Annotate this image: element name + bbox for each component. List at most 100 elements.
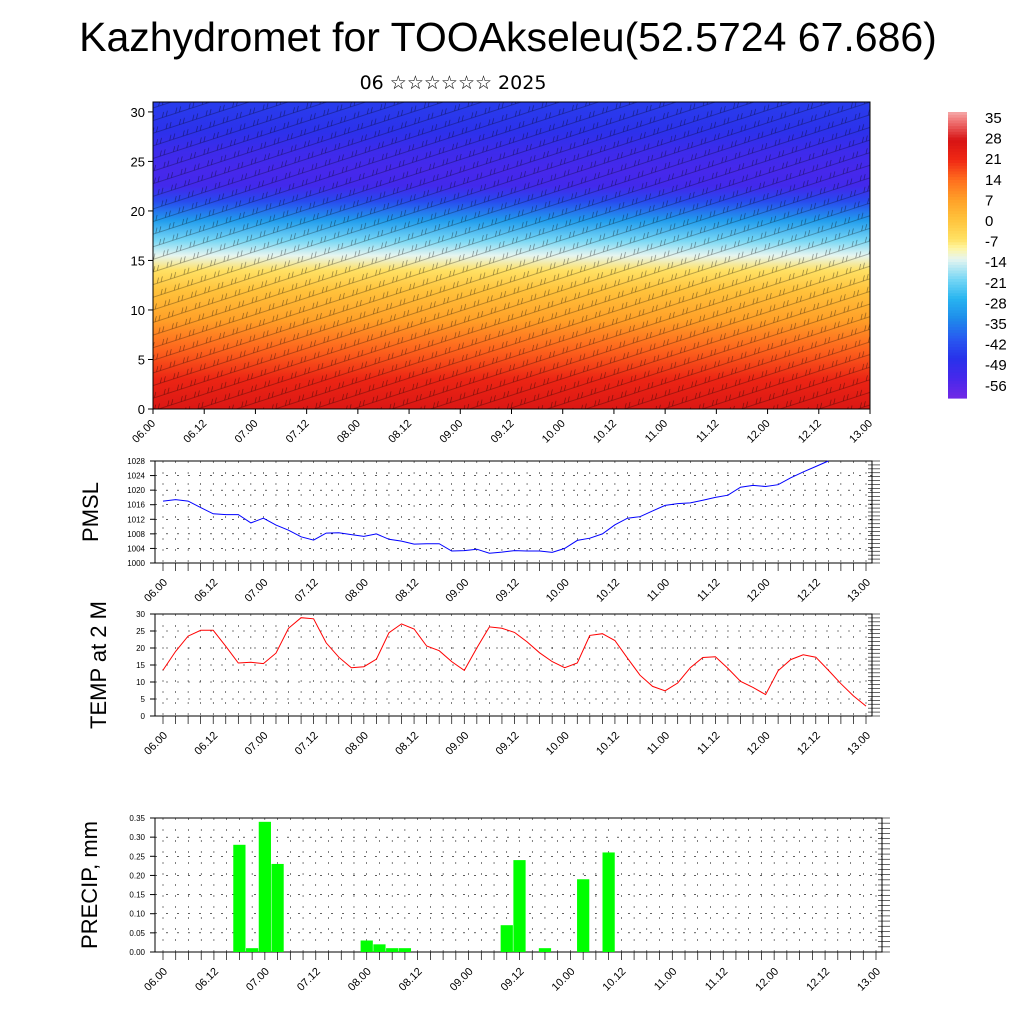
y-tick-label: 30 bbox=[131, 105, 145, 120]
colorbar-band bbox=[948, 284, 967, 289]
x-tick-label: 10.12 bbox=[591, 418, 619, 446]
colorbar-band bbox=[948, 205, 967, 209]
x-tick-label: 08.00 bbox=[343, 730, 371, 758]
colorbar-label: -28 bbox=[985, 295, 1007, 312]
x-tick-label: 09.00 bbox=[448, 966, 476, 994]
colorbar-band bbox=[948, 389, 967, 393]
colorbar-band bbox=[948, 194, 967, 198]
colorbar-band bbox=[948, 335, 967, 340]
x-tick-label: 06.00 bbox=[142, 577, 170, 605]
colorbar-band bbox=[948, 355, 967, 359]
x-tick-label: 06.00 bbox=[142, 730, 170, 758]
colorbar-band bbox=[948, 131, 967, 136]
panel-frame bbox=[154, 460, 873, 564]
colorbar-label: -49 bbox=[985, 357, 1007, 374]
colorbar-band bbox=[948, 171, 967, 175]
colorbar-band bbox=[948, 392, 967, 396]
x-tick-label: 07.00 bbox=[233, 418, 261, 446]
x-tick-label: 10.00 bbox=[550, 966, 578, 994]
y-tick-label: 1004 bbox=[127, 544, 145, 553]
colorbar-band bbox=[948, 361, 967, 365]
colorbar-band bbox=[948, 290, 967, 294]
colorbar-band bbox=[948, 262, 967, 266]
x-tick-label: 06.12 bbox=[192, 730, 220, 758]
colorbar-band bbox=[948, 293, 967, 297]
colorbar-label: 28 bbox=[985, 131, 1002, 148]
colorbar-band bbox=[948, 352, 967, 357]
colorbar-band bbox=[948, 202, 967, 207]
x-tick-label: 10.00 bbox=[544, 577, 572, 605]
colorbar-band bbox=[948, 177, 967, 181]
precip-bar bbox=[271, 863, 284, 952]
chart-subtitle: 06 ☆☆☆☆☆☆ 2025 bbox=[359, 72, 547, 94]
colorbar-band bbox=[948, 375, 967, 379]
colorbar-band bbox=[948, 310, 967, 314]
colorbar-band bbox=[948, 358, 967, 362]
colorbar-band bbox=[948, 143, 967, 147]
x-tick-label: 07.00 bbox=[244, 966, 272, 994]
x-tick-label: 12.12 bbox=[795, 577, 823, 605]
colorbar-band bbox=[948, 245, 967, 249]
colorbar-band bbox=[948, 230, 967, 235]
x-tick-label: 10.00 bbox=[544, 730, 572, 758]
precip-bar bbox=[233, 844, 246, 952]
colorbar-band bbox=[948, 126, 967, 130]
colorbar-band bbox=[948, 349, 967, 354]
colorbar-label: 35 bbox=[985, 110, 1002, 127]
colorbar-band bbox=[948, 222, 967, 226]
colorbar-band bbox=[948, 236, 967, 241]
y-tick-label: 15 bbox=[136, 661, 145, 670]
colorbar-band bbox=[948, 327, 967, 331]
x-tick-label: 10.12 bbox=[601, 966, 629, 994]
colorbar-band bbox=[948, 372, 967, 376]
colorbar-band bbox=[948, 324, 967, 328]
colorbar-band bbox=[948, 341, 967, 345]
y-tick-label: 0.25 bbox=[129, 852, 145, 861]
precip-bar bbox=[360, 940, 373, 952]
y-tick-label: 0 bbox=[138, 402, 145, 417]
precip-bar bbox=[258, 821, 271, 952]
colorbar-band bbox=[948, 148, 967, 153]
x-tick-label: 07.00 bbox=[243, 730, 271, 758]
x-tick-label: 11.12 bbox=[694, 418, 721, 445]
x-tick-label: 13.00 bbox=[855, 966, 883, 994]
y-tick-label: 0.20 bbox=[129, 871, 145, 880]
x-tick-label: 09.12 bbox=[499, 966, 527, 994]
colorbar-label: 0 bbox=[985, 213, 993, 230]
precip-bar bbox=[500, 925, 513, 952]
precip-axis-label: PRECIP, mm bbox=[77, 821, 102, 949]
chart-title: Kazhydromet for TOOAkseleu(52.5724 67.68… bbox=[79, 14, 937, 60]
precip-panel: 0.00 0.05 0.10 0.15 0.20 0.25 0.30 0.35 06.00 06.… bbox=[77, 814, 890, 994]
colorbar-band bbox=[948, 160, 967, 164]
pmsl-panel: 1000 1004 1008 1012 1016 1020 1024 1028 06.00 06.… bbox=[78, 457, 880, 605]
colorbar-band bbox=[948, 168, 967, 173]
temperature-cross-section: 0 5 10 15 20 25 30 06.00 06.12 07.00 07.12 08.00 08.… bbox=[130, 101, 875, 446]
colorbar-band bbox=[948, 134, 967, 139]
colorbar-band bbox=[948, 287, 967, 291]
y-tick-label: 1016 bbox=[127, 501, 145, 510]
y-tick-label: 1000 bbox=[127, 559, 145, 568]
y-tick-label: 5 bbox=[141, 695, 146, 704]
x-tick-label: 08.00 bbox=[346, 966, 374, 994]
precip-bar bbox=[373, 944, 386, 952]
colorbar-band bbox=[948, 165, 967, 170]
y-tick-label: 20 bbox=[131, 204, 145, 219]
colorbar-band bbox=[948, 253, 967, 258]
x-tick-label: 06.12 bbox=[192, 577, 220, 605]
colorbar-band bbox=[948, 366, 967, 371]
colorbar-band bbox=[948, 117, 967, 122]
colorbar-band bbox=[948, 188, 967, 192]
x-tick-label: 10.00 bbox=[540, 418, 568, 446]
temp-series-line bbox=[162, 617, 867, 707]
y-tick-label: 0.15 bbox=[129, 891, 145, 900]
colorbar-band bbox=[948, 182, 967, 187]
pmsl-axis-label: PMSL bbox=[78, 482, 103, 542]
colorbar-band bbox=[948, 315, 967, 320]
colorbar-label: 14 bbox=[985, 172, 1002, 189]
precip-bar bbox=[386, 948, 399, 952]
y-tick-label: 1008 bbox=[127, 530, 145, 539]
y-tick-label: 5 bbox=[138, 352, 145, 367]
x-tick-label: 09.00 bbox=[443, 730, 471, 758]
colorbar-band bbox=[948, 378, 967, 382]
